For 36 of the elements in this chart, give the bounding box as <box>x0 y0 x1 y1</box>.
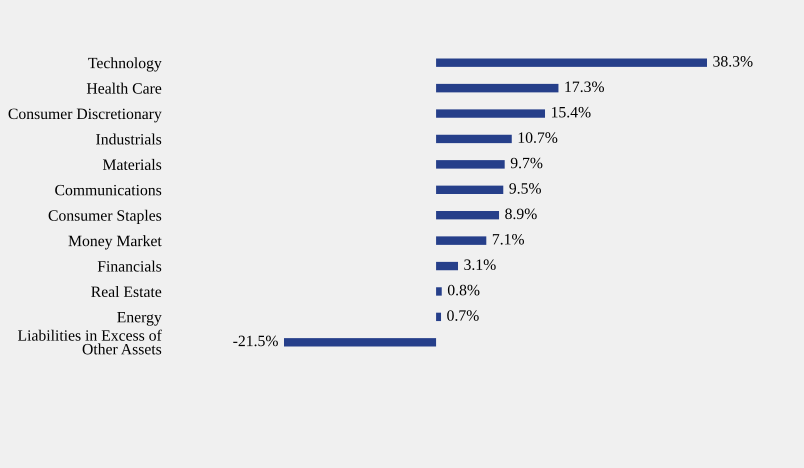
data-label: 8.9% <box>505 208 537 220</box>
y-tick-label: Energy <box>117 312 162 326</box>
data-label: 0.8% <box>448 284 480 296</box>
y-tick-label: Consumer Staples <box>48 210 162 224</box>
data-label: 38.3% <box>713 56 753 67</box>
y-tick-label: Industrials <box>96 134 162 145</box>
data-label: -21.5% <box>233 336 278 346</box>
data-label: 15.4% <box>552 106 591 118</box>
bar <box>436 287 442 296</box>
data-label: 0.7% <box>447 310 479 321</box>
bar <box>436 312 442 322</box>
bar <box>436 186 504 194</box>
bar <box>284 338 436 346</box>
data-label: 10.7% <box>518 132 558 143</box>
bar <box>436 236 486 245</box>
bar <box>436 262 458 270</box>
y-tick-label: Materials <box>102 158 162 170</box>
bar <box>436 58 707 67</box>
bar <box>436 109 546 118</box>
bar <box>436 211 500 220</box>
data-label: 9.7% <box>510 158 542 168</box>
y-tick-label: Consumer Discretionary <box>8 108 162 122</box>
y-tick-label: Health Care <box>86 82 162 94</box>
bar <box>436 160 505 169</box>
data-label: 7.1% <box>492 234 524 245</box>
y-tick-label: Liabilities in Excess of Other Assets <box>18 330 162 354</box>
y-tick-label: Money Market <box>68 235 162 250</box>
y-tick-label: Financials <box>98 260 162 272</box>
data-label: 3.1% <box>464 259 496 270</box>
y-tick-label: Real Estate <box>91 286 162 298</box>
bar <box>436 84 558 92</box>
y-tick-label: Communications <box>55 184 162 196</box>
bar <box>436 134 512 144</box>
data-label: 9.5% <box>509 183 541 194</box>
y-tick-label: Technology <box>88 57 162 72</box>
data-label: 17.3% <box>565 81 604 92</box>
